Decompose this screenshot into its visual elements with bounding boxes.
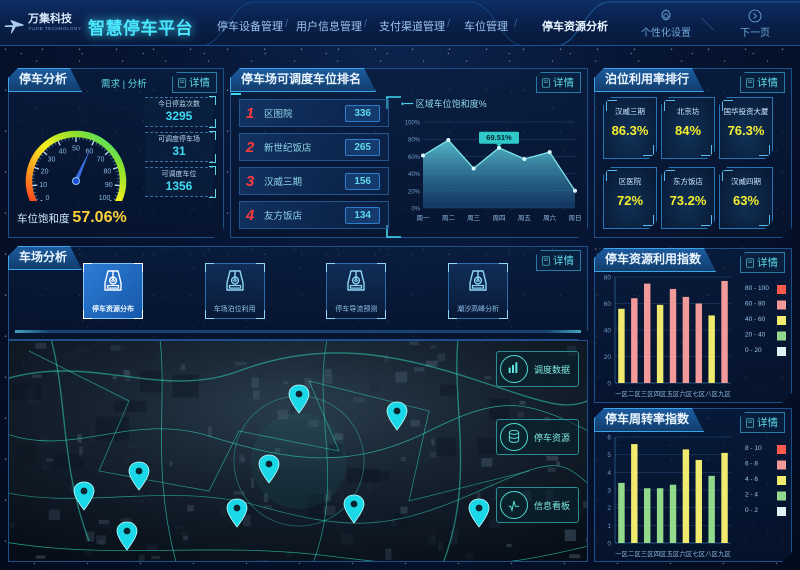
svg-text:5: 5 bbox=[607, 452, 611, 459]
svg-text:周六: 周六 bbox=[543, 213, 557, 222]
svg-text:80 - 100: 80 - 100 bbox=[745, 285, 769, 292]
svg-text:30: 30 bbox=[48, 156, 56, 163]
svg-text:100%: 100% bbox=[405, 121, 421, 127]
svg-text:三区: 三区 bbox=[641, 390, 654, 398]
svg-text:六区: 六区 bbox=[680, 389, 693, 398]
svg-text:周日: 周日 bbox=[569, 214, 582, 222]
svg-text:八区: 八区 bbox=[705, 390, 718, 398]
svg-text:七区: 七区 bbox=[692, 549, 705, 558]
svg-text:80: 80 bbox=[604, 275, 612, 282]
svg-text:3: 3 bbox=[607, 488, 611, 495]
svg-text:二区: 二区 bbox=[628, 390, 641, 398]
svg-text:60: 60 bbox=[604, 301, 612, 308]
svg-text:20: 20 bbox=[41, 168, 49, 175]
svg-text:8 - 10: 8 - 10 bbox=[745, 445, 762, 452]
svg-text:周五: 周五 bbox=[518, 214, 532, 222]
svg-text:40: 40 bbox=[59, 148, 67, 155]
svg-text:周二: 周二 bbox=[442, 214, 456, 222]
svg-text:五区: 五区 bbox=[667, 390, 680, 398]
svg-text:五区: 五区 bbox=[667, 550, 680, 558]
svg-text:周一: 周一 bbox=[417, 214, 431, 222]
svg-text:四区: 四区 bbox=[654, 390, 667, 398]
svg-text:周三: 周三 bbox=[467, 214, 481, 222]
svg-text:80%: 80% bbox=[408, 138, 421, 144]
svg-text:0: 0 bbox=[45, 195, 49, 201]
svg-text:0%: 0% bbox=[411, 207, 420, 213]
svg-text:二区: 二区 bbox=[628, 550, 641, 558]
svg-text:20: 20 bbox=[604, 354, 612, 361]
svg-text:40 - 60: 40 - 60 bbox=[745, 316, 766, 323]
svg-text:4: 4 bbox=[607, 470, 611, 477]
svg-text:0: 0 bbox=[607, 541, 611, 548]
svg-text:三区: 三区 bbox=[641, 550, 654, 558]
svg-text:4 - 6: 4 - 6 bbox=[745, 476, 758, 483]
svg-text:20 - 40: 20 - 40 bbox=[745, 332, 766, 339]
svg-text:40: 40 bbox=[604, 328, 612, 335]
svg-text:60%: 60% bbox=[408, 155, 421, 161]
svg-text:一区: 一区 bbox=[615, 390, 628, 398]
svg-text:80: 80 bbox=[103, 168, 111, 175]
svg-text:6 - 8: 6 - 8 bbox=[745, 461, 758, 468]
svg-text:四区: 四区 bbox=[654, 550, 667, 558]
svg-text:0 - 2: 0 - 2 bbox=[745, 507, 758, 514]
svg-text:2: 2 bbox=[607, 505, 611, 512]
svg-text:90: 90 bbox=[105, 182, 113, 189]
svg-text:50: 50 bbox=[72, 146, 80, 153]
svg-text:0 - 20: 0 - 20 bbox=[745, 347, 762, 354]
svg-text:100: 100 bbox=[99, 195, 111, 201]
svg-text:六区: 六区 bbox=[680, 549, 693, 558]
svg-text:20%: 20% bbox=[408, 189, 421, 195]
svg-text:69.51%: 69.51% bbox=[486, 133, 512, 142]
svg-text:6: 6 bbox=[607, 435, 611, 442]
svg-text:2 - 4: 2 - 4 bbox=[745, 492, 758, 499]
svg-text:60: 60 bbox=[86, 148, 94, 155]
svg-text:九区: 九区 bbox=[718, 389, 731, 398]
svg-text:60 - 80: 60 - 80 bbox=[745, 301, 766, 308]
svg-text:一区: 一区 bbox=[615, 550, 628, 558]
svg-text:九区: 九区 bbox=[718, 549, 731, 558]
svg-text:七区: 七区 bbox=[692, 389, 705, 398]
svg-text:周四: 周四 bbox=[493, 214, 506, 222]
svg-text:八区: 八区 bbox=[705, 550, 718, 558]
svg-text:40%: 40% bbox=[408, 172, 421, 178]
svg-text:0: 0 bbox=[607, 381, 611, 388]
svg-text:70: 70 bbox=[97, 156, 105, 163]
svg-text:1: 1 bbox=[607, 523, 611, 530]
svg-text:10: 10 bbox=[39, 182, 47, 189]
